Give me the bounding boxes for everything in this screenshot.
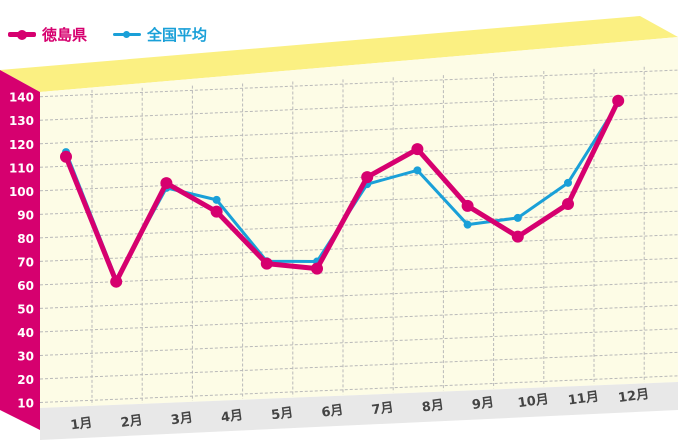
data-point-a (160, 177, 173, 190)
grid-line-h (39, 116, 678, 145)
legend: 徳島県 全国平均 (8, 24, 207, 45)
grid-line-h (39, 257, 678, 286)
y-tick-label: 80 (17, 232, 34, 246)
grid-line-h (39, 328, 678, 356)
data-point-a (311, 262, 323, 275)
legend-label-series-b: 全国平均 (147, 26, 208, 44)
x-tick-labels: 1月 2月 3月 4月 5月 6月 7月 8月 9月 10月 11月 12月 (70, 387, 651, 434)
series-line-a (63, 98, 621, 285)
y-tick-label: 10 (17, 396, 34, 410)
legend-item-series-a: 徳島県 (8, 24, 87, 45)
data-point-b (564, 178, 572, 187)
grid-line-h (39, 281, 678, 309)
x-tick-label: 5月 (270, 405, 294, 423)
data-point-b (463, 220, 472, 229)
grid-line-h (39, 304, 678, 333)
grid-line-h (39, 375, 678, 403)
grid-line-h (39, 351, 678, 380)
y-tick-label: 20 (17, 373, 34, 387)
legend-swatch-series-b (113, 28, 142, 42)
x-tick-label: 12月 (617, 387, 650, 406)
data-point-a (511, 230, 524, 243)
legend-item-series-b: 全国平均 (113, 24, 207, 45)
y-tick-labels: 10 20 30 40 50 60 70 80 90 100 110 120 130 140 (9, 91, 34, 411)
grid-line-h (39, 210, 678, 239)
plot-area (40, 37, 678, 408)
grid-line-h (39, 93, 678, 121)
data-point-a (110, 275, 123, 288)
y-tick-label: 110 (9, 161, 34, 175)
data-point-a (562, 198, 574, 211)
grid-line-h (39, 234, 678, 262)
y-tick-label: 90 (17, 208, 34, 222)
data-point-a (361, 171, 374, 184)
x-tick-label: 11月 (567, 389, 600, 408)
y-tick-label: 70 (17, 255, 34, 269)
y-tick-label: 100 (9, 185, 34, 199)
data-point-a (461, 199, 474, 212)
x-tick-label: 2月 (120, 413, 144, 431)
grid-line-h (39, 140, 678, 168)
y-tick-label: 140 (9, 91, 34, 105)
y-tick-label: 60 (17, 279, 34, 293)
x-tick-label: 3月 (170, 410, 194, 428)
y-tick-label: 130 (9, 114, 34, 128)
x-tick-label: 4月 (220, 408, 244, 426)
x-tick-label: 10月 (517, 392, 550, 411)
y-axis-band (0, 70, 40, 430)
data-point-b (212, 195, 221, 204)
y-tick-label: 50 (17, 302, 34, 316)
x-tick-label: 1月 (70, 416, 94, 434)
x-tick-label: 8月 (421, 398, 445, 416)
data-point-b (413, 166, 422, 175)
x-tick-label: 7月 (371, 400, 395, 418)
legend-label-series-a: 徳島県 (42, 26, 88, 44)
x-tick-label: 6月 (321, 403, 345, 421)
data-point-a (260, 257, 273, 270)
data-point-a (612, 94, 625, 107)
y-tick-label: 40 (17, 326, 34, 340)
data-point-a (411, 143, 424, 156)
x-tick-label: 9月 (471, 395, 495, 413)
data-point-a (60, 150, 72, 163)
series-lines (60, 94, 625, 288)
x-axis-band (40, 382, 678, 440)
grid-line-h (39, 69, 678, 98)
y-tick-label: 120 (9, 138, 34, 152)
top-band (0, 16, 678, 92)
legend-swatch-series-a (8, 28, 36, 42)
y-tick-label: 30 (17, 349, 34, 363)
data-point-a (210, 205, 223, 218)
data-point-b (513, 213, 522, 222)
grid-line-h (39, 163, 678, 192)
